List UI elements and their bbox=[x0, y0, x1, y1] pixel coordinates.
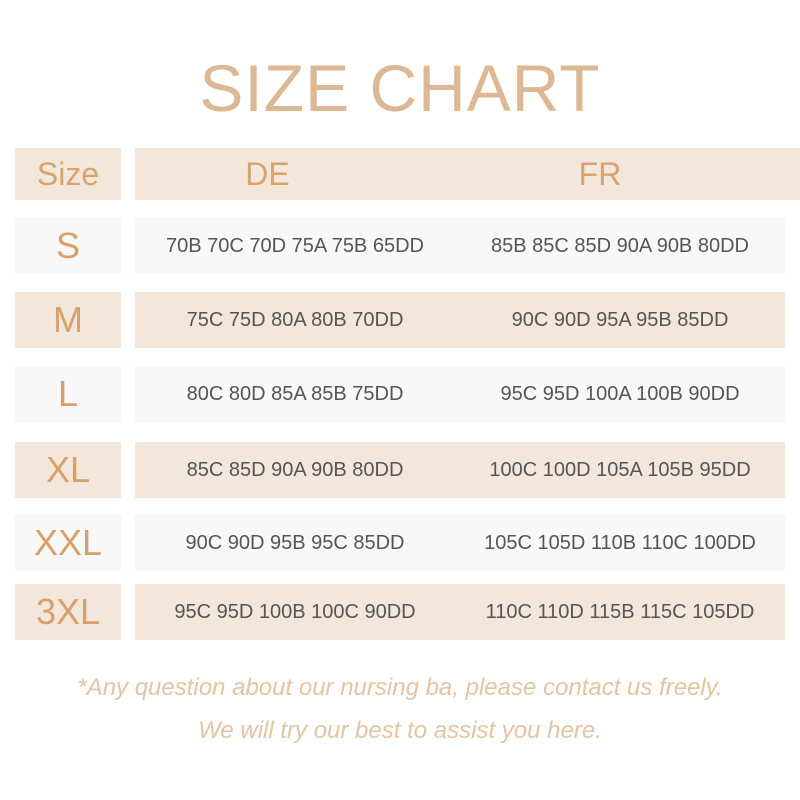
column-header: DE bbox=[135, 148, 400, 200]
fr-cell: 105C 105D 110B 110C 100DD bbox=[484, 531, 756, 554]
footer-line: We will try our best to assist you here. bbox=[198, 717, 602, 744]
column-header: FR bbox=[400, 148, 800, 200]
row-band bbox=[135, 515, 785, 571]
fr-cell: 85B 85C 85D 90A 90B 80DD bbox=[491, 234, 749, 257]
row-band bbox=[135, 442, 785, 498]
fr-cell: 110C 110D 115B 115C 105DD bbox=[485, 600, 755, 623]
de-cell: 80C 80D 85A 85B 75DD bbox=[186, 382, 404, 405]
fr-cell: 95C 95D 100A 100B 90DD bbox=[500, 382, 740, 405]
fr-cell: 90C 90D 95A 95B 85DD bbox=[511, 308, 729, 331]
de-cell: 70B 70C 70D 75A 75B 65DD bbox=[166, 234, 424, 257]
size-cell: L bbox=[15, 366, 121, 422]
row-band bbox=[135, 292, 785, 348]
size-cell: 3XL bbox=[15, 584, 121, 640]
fr-cell: 100C 100D 105A 105B 95DD bbox=[489, 458, 751, 481]
de-cell: 90C 90D 95B 95C 85DD bbox=[185, 531, 405, 554]
column-header: Size bbox=[15, 148, 121, 200]
size-cell: XL bbox=[15, 442, 121, 498]
row-band bbox=[135, 218, 785, 274]
footer-line: *Any question about our nursing ba, plea… bbox=[77, 674, 723, 701]
size-cell: M bbox=[15, 292, 121, 348]
de-cell: 85C 85D 90A 90B 80DD bbox=[186, 458, 404, 481]
row-band bbox=[135, 366, 785, 422]
size-cell: XXL bbox=[15, 515, 121, 571]
size-cell: S bbox=[15, 218, 121, 274]
de-cell: 75C 75D 80A 80B 70DD bbox=[186, 308, 404, 331]
de-cell: 95C 95D 100B 100C 90DD bbox=[174, 600, 416, 623]
row-band bbox=[135, 584, 785, 640]
title: SIZE CHART bbox=[199, 51, 601, 125]
